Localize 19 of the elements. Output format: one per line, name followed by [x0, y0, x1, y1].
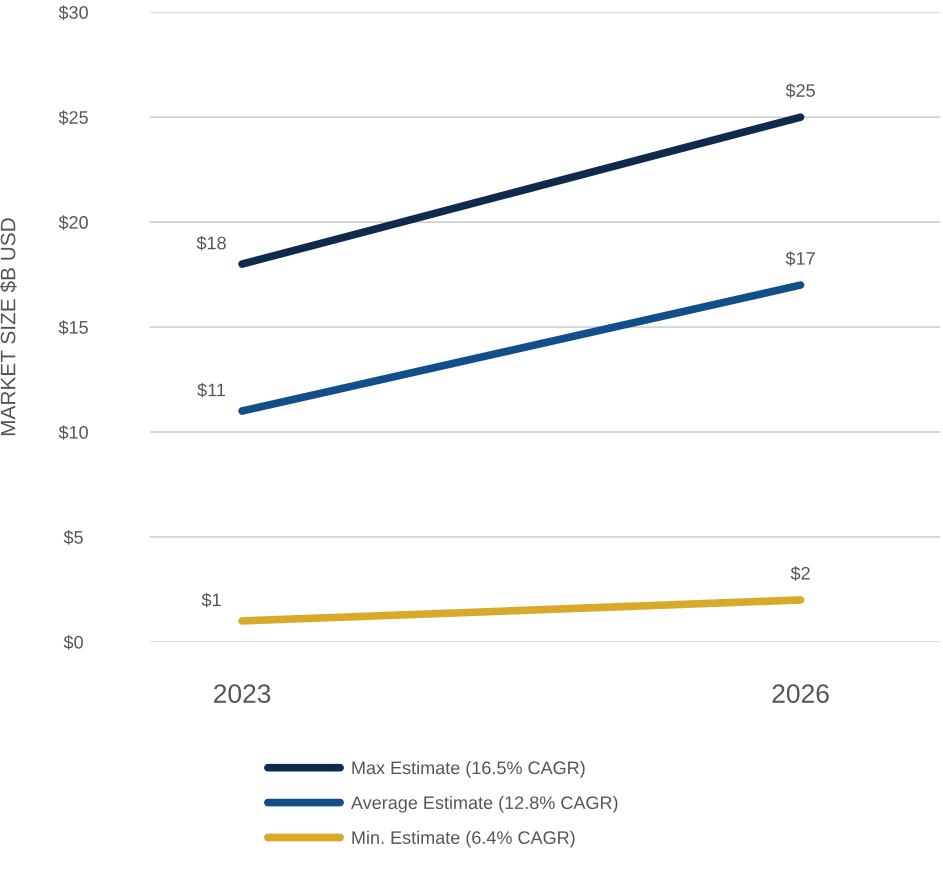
x-tick-label: 2023 — [214, 684, 270, 703]
x-tick-label: 2026 — [772, 684, 829, 703]
data-label: $18 — [196, 236, 226, 250]
y-tick-label: $0 — [64, 635, 83, 650]
legend-label: Min. Estimate (6.4% CAGR) — [352, 830, 575, 848]
y-tick-label: $20 — [58, 215, 88, 230]
legend-label: Max Estimate (16.5% CAGR) — [352, 760, 585, 778]
y-tick-label: $15 — [58, 320, 88, 335]
y-axis-title: MARKET SIZE $B USD — [0, 218, 17, 436]
data-label: $1 — [202, 592, 221, 608]
y-tick-label: $10 — [58, 425, 88, 440]
data-label: $2 — [790, 566, 810, 581]
y-tick-label: $30 — [58, 5, 88, 20]
data-label: $17 — [786, 251, 815, 266]
y-tick-label: $25 — [58, 110, 88, 125]
y-tick-label: $5 — [64, 530, 83, 545]
legend-label: Average Estimate (12.8% CAGR) — [350, 796, 618, 813]
data-label: $11 — [197, 382, 226, 398]
data-label: $25 — [786, 83, 815, 98]
